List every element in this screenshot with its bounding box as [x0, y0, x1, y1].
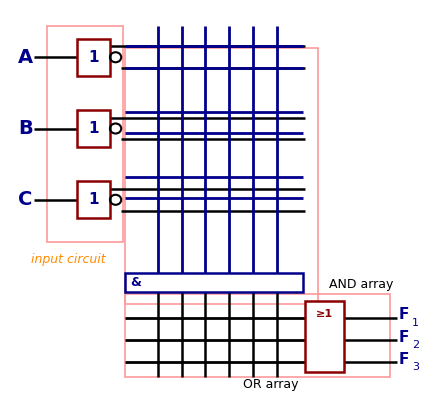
Text: F: F — [399, 307, 409, 323]
Text: &: & — [131, 276, 142, 289]
Text: 2: 2 — [412, 340, 419, 350]
Bar — [47, 26, 123, 242]
Bar — [77, 39, 110, 75]
Text: B: B — [18, 119, 33, 138]
Bar — [77, 182, 110, 218]
Text: A: A — [18, 48, 33, 67]
Bar — [77, 110, 110, 147]
Text: input circuit: input circuit — [31, 253, 106, 266]
Text: ≥1: ≥1 — [316, 309, 333, 319]
Bar — [125, 273, 303, 292]
Text: 1: 1 — [412, 318, 419, 328]
Text: F: F — [399, 352, 409, 367]
Text: F: F — [399, 330, 409, 345]
Bar — [125, 294, 390, 377]
Text: 3: 3 — [412, 362, 419, 372]
Text: 1: 1 — [88, 121, 99, 136]
Text: C: C — [18, 190, 32, 209]
Text: 1: 1 — [88, 192, 99, 207]
Text: 1: 1 — [88, 50, 99, 65]
Text: AND array: AND array — [329, 278, 394, 291]
Bar — [125, 48, 319, 304]
Bar — [305, 301, 344, 372]
Text: OR array: OR array — [243, 378, 298, 391]
